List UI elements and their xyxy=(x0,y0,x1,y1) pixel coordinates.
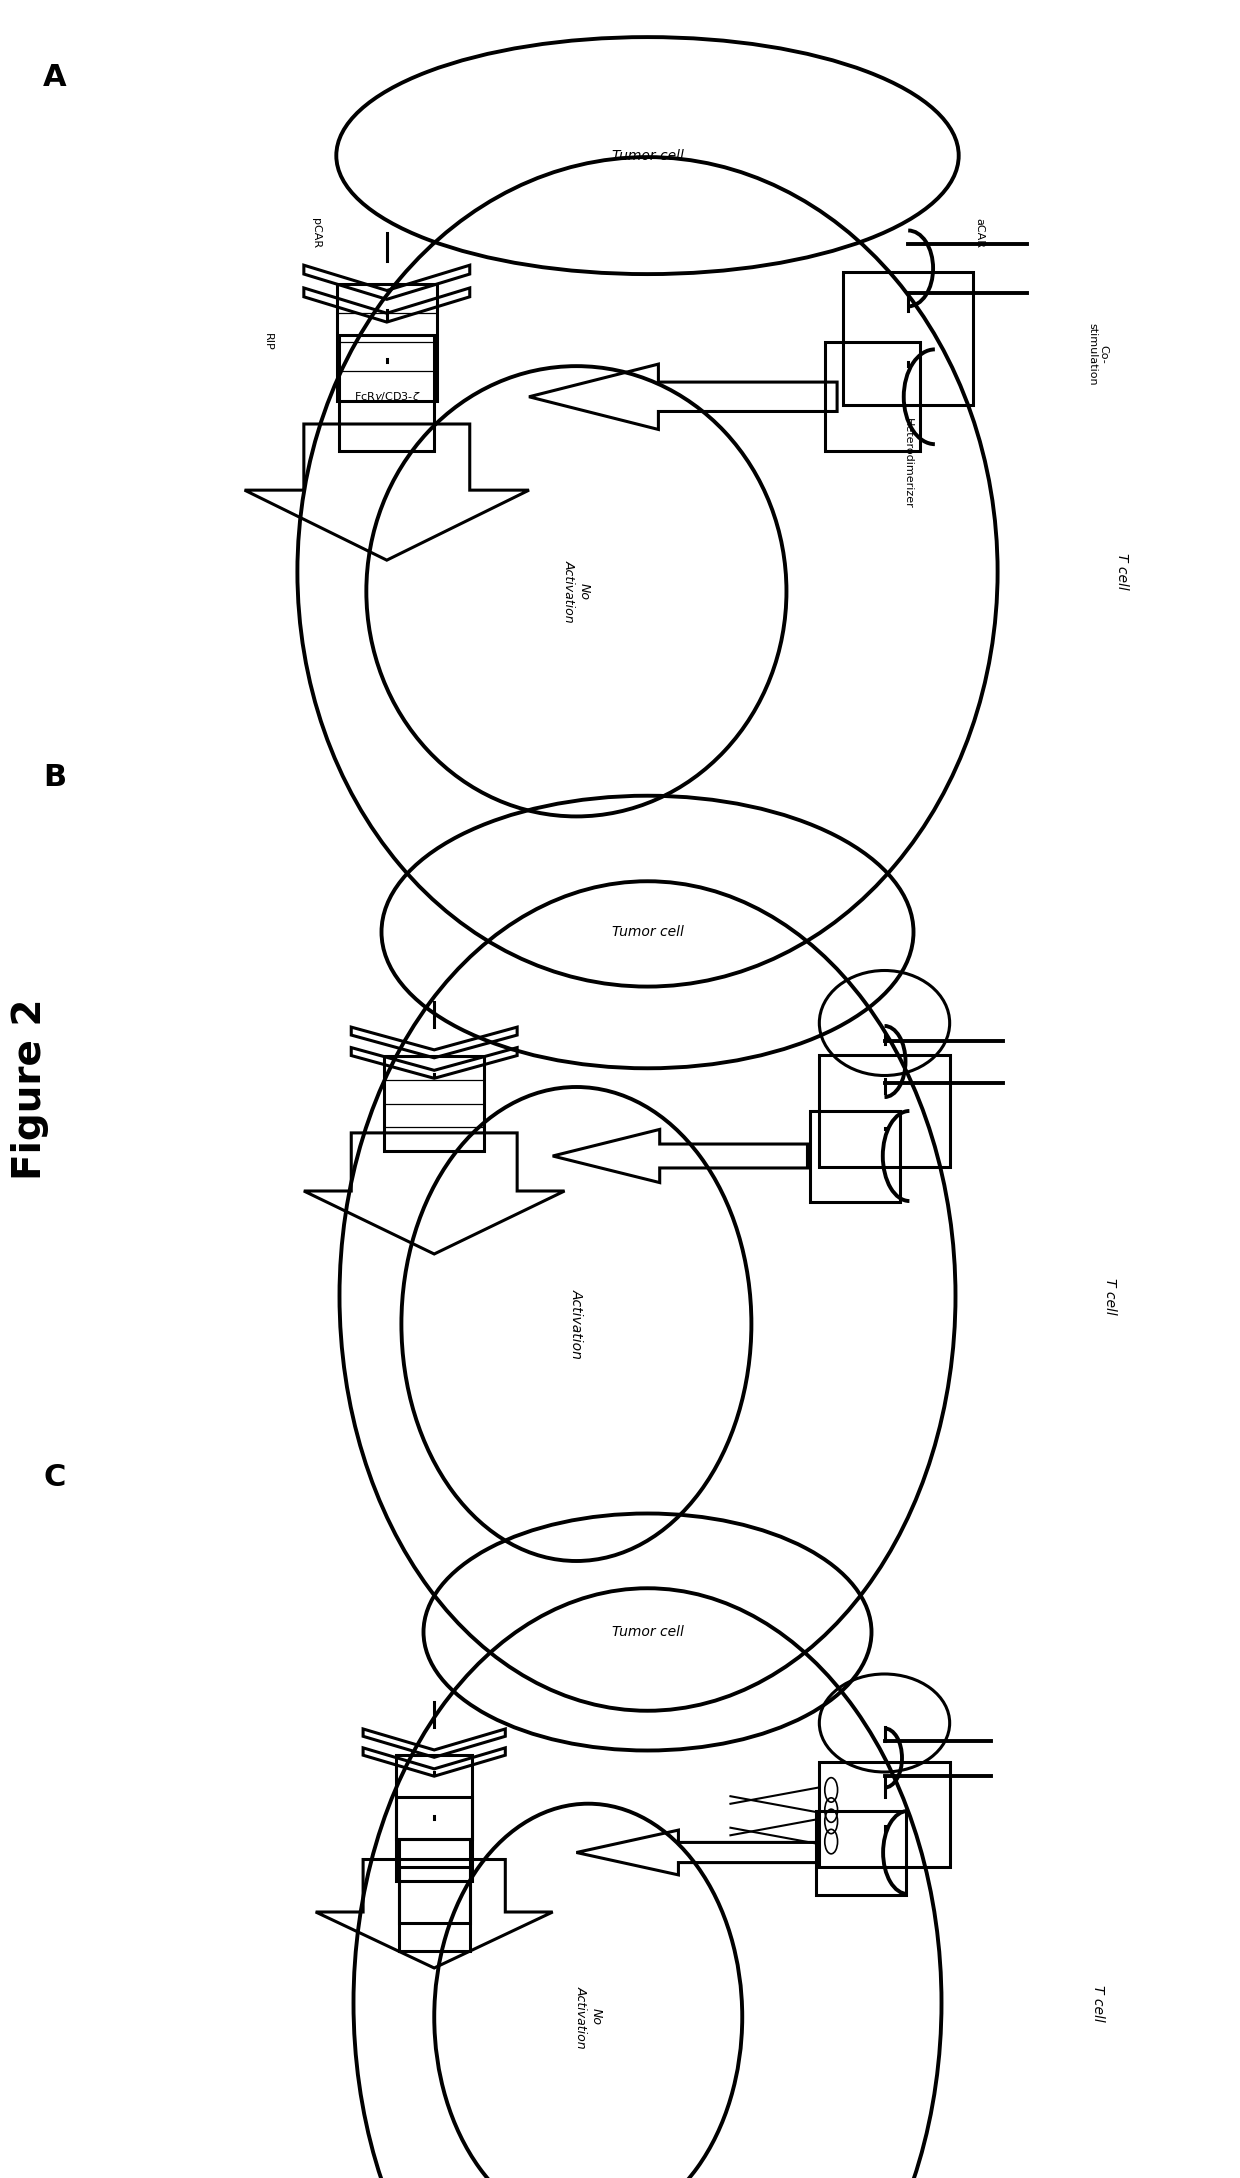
Bar xyxy=(810,1111,900,1202)
Bar xyxy=(826,342,920,451)
Bar xyxy=(398,1838,470,1923)
Text: Tumor cell: Tumor cell xyxy=(611,926,683,939)
Text: RIP: RIP xyxy=(263,333,273,351)
Text: FcR$\gamma$/CD3-$\zeta$: FcR$\gamma$/CD3-$\zeta$ xyxy=(353,390,420,403)
Text: C: C xyxy=(43,1464,66,1492)
Text: Tumor cell: Tumor cell xyxy=(611,148,683,163)
Bar xyxy=(816,1810,906,1895)
Text: B: B xyxy=(43,764,67,793)
Text: T cell: T cell xyxy=(1091,1984,1105,2021)
Text: pCAR: pCAR xyxy=(311,218,321,248)
Text: Heterodimerizer: Heterodimerizer xyxy=(903,418,913,507)
Bar xyxy=(337,283,436,401)
Text: aCAR: aCAR xyxy=(975,218,985,248)
Bar xyxy=(340,335,434,451)
Text: No
Activation: No Activation xyxy=(574,1986,603,2047)
Bar xyxy=(820,1054,950,1167)
Bar xyxy=(384,1056,484,1152)
Bar xyxy=(820,1762,950,1867)
Bar xyxy=(397,1755,472,1838)
Text: Co-
stimulation: Co- stimulation xyxy=(1087,322,1109,386)
Text: Tumor cell: Tumor cell xyxy=(611,1625,683,1640)
Bar xyxy=(397,1797,472,1880)
Text: T cell: T cell xyxy=(1102,1278,1117,1313)
Bar xyxy=(398,1867,470,1951)
Text: A: A xyxy=(43,63,67,91)
Text: Figure 2: Figure 2 xyxy=(11,998,50,1180)
Bar xyxy=(843,272,973,405)
Text: No
Activation: No Activation xyxy=(563,560,590,623)
Text: T cell: T cell xyxy=(1115,553,1128,590)
Text: Activation: Activation xyxy=(569,1289,583,1359)
